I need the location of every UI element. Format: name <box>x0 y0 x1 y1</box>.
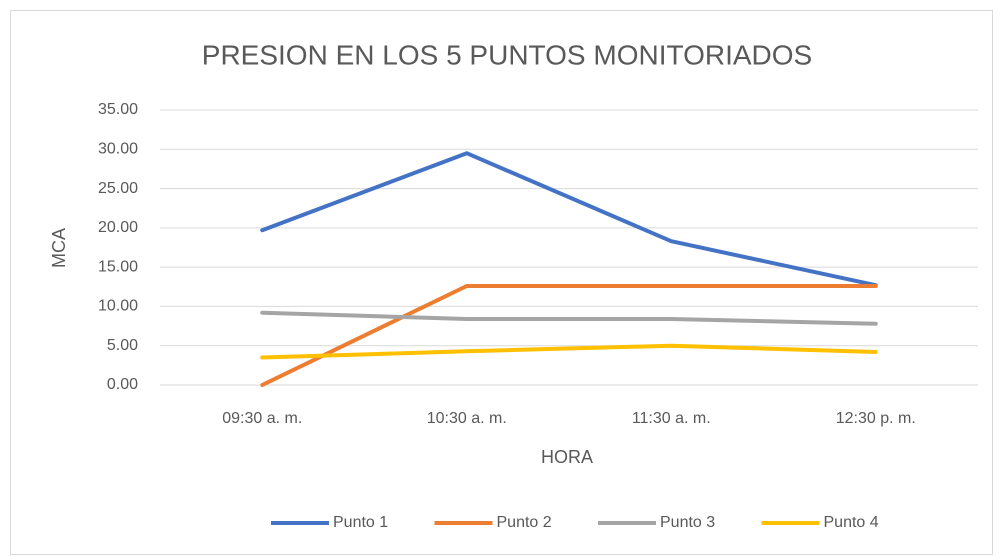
legend-label: Punto 1 <box>333 514 388 531</box>
series-line <box>260 151 878 288</box>
x-tick-label: 11:30 a. m. <box>632 410 711 427</box>
series-line <box>260 343 878 360</box>
x-tick-label: 12:30 p. m. <box>836 410 916 427</box>
series-line <box>260 284 878 387</box>
x-tick-label: 10:30 a. m. <box>427 410 507 427</box>
legend-label: Punto 3 <box>660 514 715 531</box>
chart-title: PRESION EN LOS 5 PUNTOS MONITORIADOS <box>202 39 812 70</box>
x-axis-label: HORA <box>541 447 593 467</box>
y-tick-label: 35.00 <box>98 101 138 118</box>
legend-label: Punto 4 <box>824 514 879 531</box>
y-axis-label: MCA <box>49 228 69 268</box>
y-tick-label: 5.00 <box>107 337 138 354</box>
y-tick-label: 0.00 <box>107 376 138 393</box>
legend-label: Punto 2 <box>497 514 552 531</box>
y-tick-label: 15.00 <box>98 258 138 275</box>
y-tick-label: 10.00 <box>98 298 138 315</box>
y-tick-label: 30.00 <box>98 141 138 158</box>
y-tick-label: 25.00 <box>98 180 138 197</box>
x-tick-label: 09:30 a. m. <box>222 410 302 427</box>
chart-frame <box>10 10 993 555</box>
series-line <box>260 310 878 326</box>
y-tick-label: 20.00 <box>98 219 138 236</box>
